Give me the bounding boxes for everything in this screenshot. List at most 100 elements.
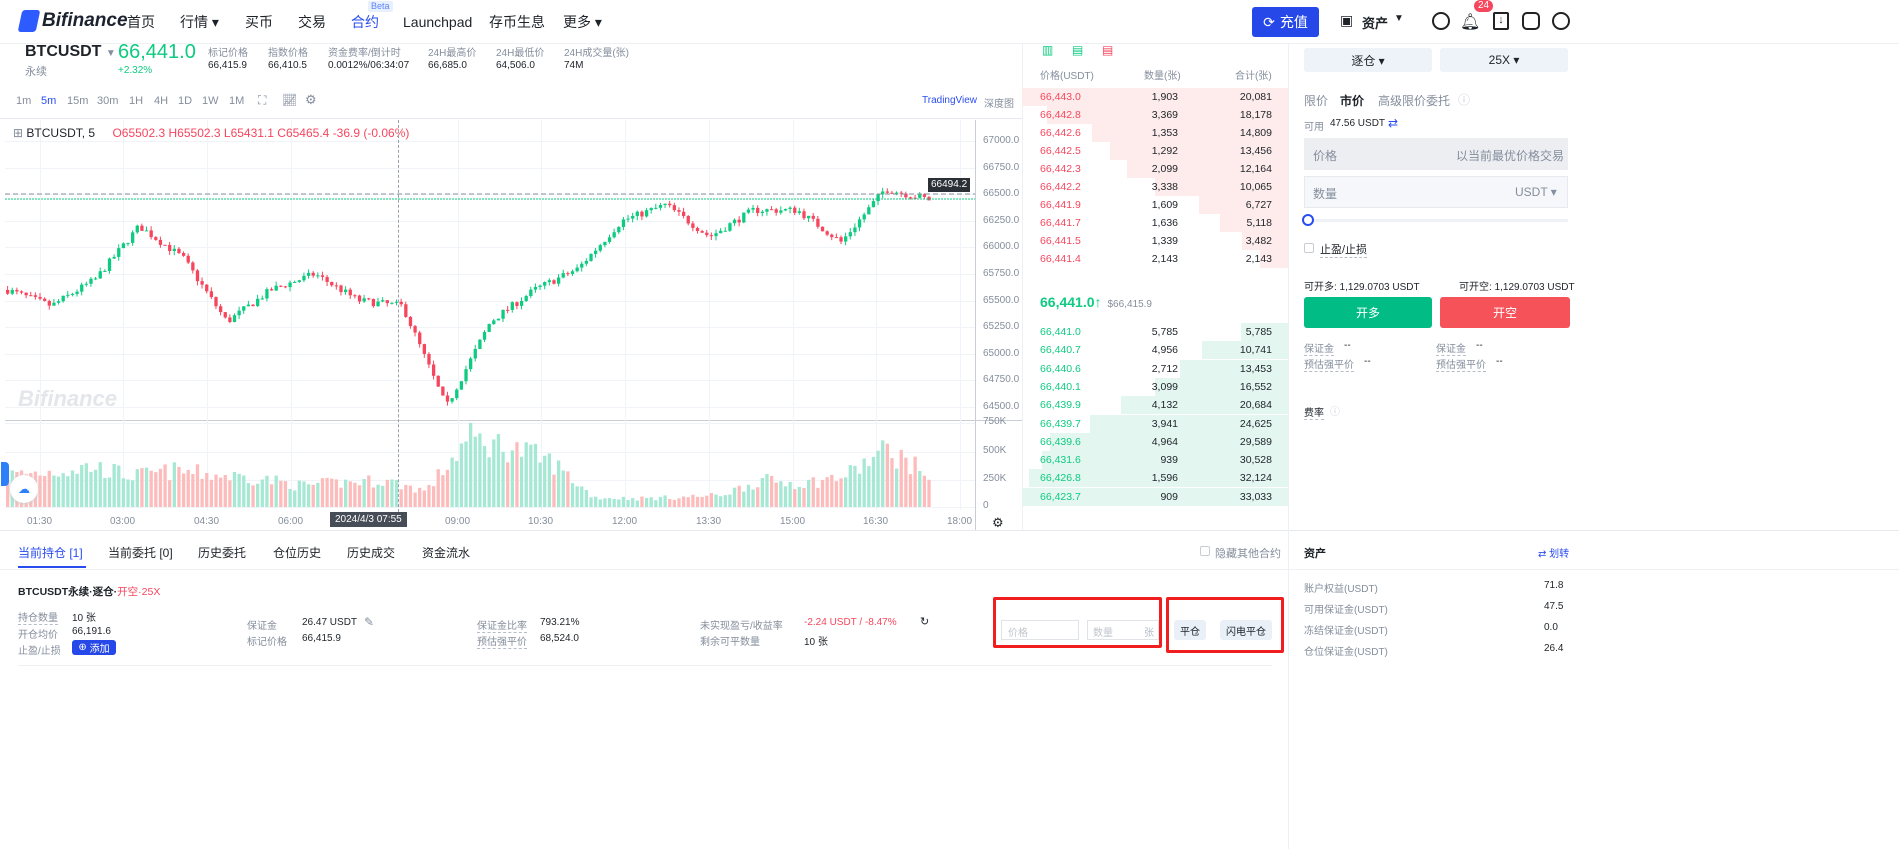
interval-1D[interactable]: 1D	[178, 95, 193, 107]
ask-row[interactable]: 66,442.8 3,369 18,178	[1022, 106, 1288, 124]
volume-bar	[293, 490, 297, 507]
interval-5m[interactable]: 5m	[41, 95, 57, 107]
transfer-link[interactable]: ⇄ 划转	[1538, 545, 1569, 560]
ask-row[interactable]: 66,442.2 3,338 10,065	[1022, 178, 1288, 196]
brand-logo[interactable]: Bifinance	[17, 10, 128, 32]
ask-row[interactable]: 66,442.3 2,099 12,164	[1022, 160, 1288, 178]
share-icon[interactable]: ↻	[920, 616, 930, 628]
tab-limit[interactable]: 限价	[1304, 94, 1329, 108]
fullscreen-icon[interactable]: ⛶	[258, 93, 267, 107]
bid-row[interactable]: 66,423.7 909 33,033	[1022, 487, 1288, 506]
bid-row[interactable]: 66,440.1 3,099 16,552	[1022, 377, 1288, 396]
margin-mode-select[interactable]: 逐仓 ▾	[1304, 48, 1432, 72]
tpsl-checkbox[interactable]	[1304, 243, 1314, 253]
nav-more[interactable]: 更多 ▾	[563, 14, 602, 30]
tab-advanced-limit[interactable]: 高级限价委托	[1378, 94, 1451, 108]
interval-30m[interactable]: 30m	[97, 95, 119, 107]
ob-mid-price: 66,441.0↑	[1040, 294, 1102, 310]
candle-body	[654, 207, 658, 209]
chart-settings-icon[interactable]: ⚙	[305, 92, 317, 107]
book-asks-icon[interactable]: ▤	[1102, 43, 1114, 57]
bid-row[interactable]: 66,426.8 1,596 32,124	[1022, 469, 1288, 488]
quantity-slider[interactable]	[1308, 219, 1568, 222]
flash-close-button[interactable]: 闪电平仓	[1220, 620, 1272, 640]
edit-icon[interactable]: ✎	[364, 615, 375, 629]
ask-row[interactable]: 66,442.5 1,292 13,456	[1022, 142, 1288, 160]
volume-bar	[70, 470, 75, 507]
nav-markets[interactable]: 行情 ▾	[180, 14, 219, 30]
tab-4[interactable]: 历史成交	[347, 546, 396, 560]
tab-1[interactable]: 当前委托 [0]	[108, 546, 173, 560]
close-qty-input[interactable]: 数量 张	[1087, 620, 1159, 640]
stat-value: 0.0012%/06:34:07	[328, 60, 410, 71]
volume-bar	[552, 474, 556, 507]
bid-row[interactable]: 66,440.6 2,712 13,453	[1022, 359, 1288, 378]
wallet-icon[interactable]: ▣	[1340, 12, 1354, 28]
cloud-icon[interactable]: ☁	[10, 475, 38, 503]
tradingview-tab[interactable]: TradingView	[922, 95, 978, 106]
collapse-icon[interactable]: ⊞	[13, 126, 24, 140]
bid-row[interactable]: 66,441.0 5,785 5,785	[1022, 323, 1288, 341]
settings-icon[interactable]	[1522, 12, 1540, 30]
ask-row[interactable]: 66,443.0 1,903 20,081	[1022, 88, 1288, 106]
bid-row[interactable]: 66,439.6 4,964 29,589	[1022, 432, 1288, 451]
open-long-button[interactable]: 开多	[1304, 297, 1432, 328]
bid-row[interactable]: 66,439.9 4,132 20,684	[1022, 396, 1288, 415]
ask-row[interactable]: 66,441.5 1,339 3,482	[1022, 232, 1288, 250]
interval-1m[interactable]: 1m	[16, 95, 32, 107]
nav-futures[interactable]: 合约	[351, 14, 379, 30]
assets-menu[interactable]: 资产	[1362, 16, 1389, 31]
deposit-button[interactable]: ⟳ 充值	[1252, 7, 1319, 37]
ask-row[interactable]: 66,442.6 1,353 14,809	[1022, 124, 1288, 142]
price-input[interactable]	[1304, 138, 1568, 170]
tab-3[interactable]: 仓位历史	[273, 546, 322, 560]
book-both-icon[interactable]: ▥	[1042, 43, 1054, 57]
depth-bar	[1029, 469, 1288, 488]
bid-row[interactable]: 66,431.6 939 30,528	[1022, 451, 1288, 470]
interval-4H[interactable]: 4H	[154, 95, 169, 107]
candlestick-chart[interactable]	[0, 0, 1022, 530]
ask-row[interactable]: 66,441.4 2,143 2,143	[1022, 250, 1288, 268]
open-short-button[interactable]: 开空	[1440, 297, 1570, 328]
time-tick-label: 13:30	[696, 516, 722, 527]
globe-icon[interactable]	[1552, 12, 1570, 30]
nav-earn[interactable]: 存币生息	[489, 14, 545, 30]
tab-2[interactable]: 历史委托	[198, 546, 247, 560]
download-icon[interactable]: ↓	[1493, 12, 1509, 30]
ask-row[interactable]: 66,441.9 1,609 6,727	[1022, 196, 1288, 214]
depth-chart-tab[interactable]: 深度图	[984, 99, 1014, 110]
price: 66,439.9	[1040, 399, 1081, 412]
nav-launchpad[interactable]: Launchpad	[403, 14, 473, 30]
nav-buy-crypto[interactable]: 买币	[245, 14, 273, 30]
close-position-button[interactable]: 平仓	[1174, 620, 1206, 640]
transfer-icon[interactable]: ⇄	[1388, 116, 1399, 130]
tab-market[interactable]: 市价	[1340, 94, 1365, 108]
interval-1M[interactable]: 1M	[229, 95, 245, 107]
user-icon[interactable]	[1432, 12, 1450, 30]
bid-row[interactable]: 66,440.7 4,956 10,741	[1022, 341, 1288, 360]
close-price-input[interactable]: 价格	[1001, 620, 1079, 640]
book-bids-icon[interactable]: ▤	[1072, 43, 1084, 57]
nav-home[interactable]: 首页	[127, 14, 155, 30]
indicator-icon[interactable]: 📈︎	[282, 93, 298, 107]
bid-row[interactable]: 66,439.7 3,941 24,625	[1022, 414, 1288, 433]
tab-5[interactable]: 资金流水	[422, 546, 471, 560]
sidebar-toggle[interactable]	[1, 462, 9, 486]
quantity-input[interactable]	[1304, 176, 1568, 208]
stat-label: 资金费率/倒计时	[328, 48, 401, 59]
qty-unit-select[interactable]: USDT ▾	[1515, 185, 1557, 199]
symbol-selector[interactable]: BTCUSDT ▼	[25, 43, 116, 61]
axis-settings-icon[interactable]: ⚙	[992, 515, 1004, 530]
add-tpsl-button[interactable]: ⊕ 添加	[72, 640, 116, 655]
nav-trade[interactable]: 交易	[298, 14, 326, 30]
bell-icon[interactable]: 🔔︎	[1460, 14, 1481, 31]
interval-1W[interactable]: 1W	[202, 95, 219, 107]
interval-15m[interactable]: 15m	[67, 95, 89, 107]
interval-1H[interactable]: 1H	[129, 95, 144, 107]
leverage-select[interactable]: 25X ▾	[1440, 48, 1568, 72]
slider-handle[interactable]	[1302, 214, 1314, 226]
hide-other-checkbox[interactable]	[1200, 546, 1210, 556]
tab-0[interactable]: 当前持仓 [1]	[18, 546, 83, 560]
grid-line	[123, 120, 124, 510]
ask-row[interactable]: 66,441.7 1,636 5,118	[1022, 214, 1288, 232]
